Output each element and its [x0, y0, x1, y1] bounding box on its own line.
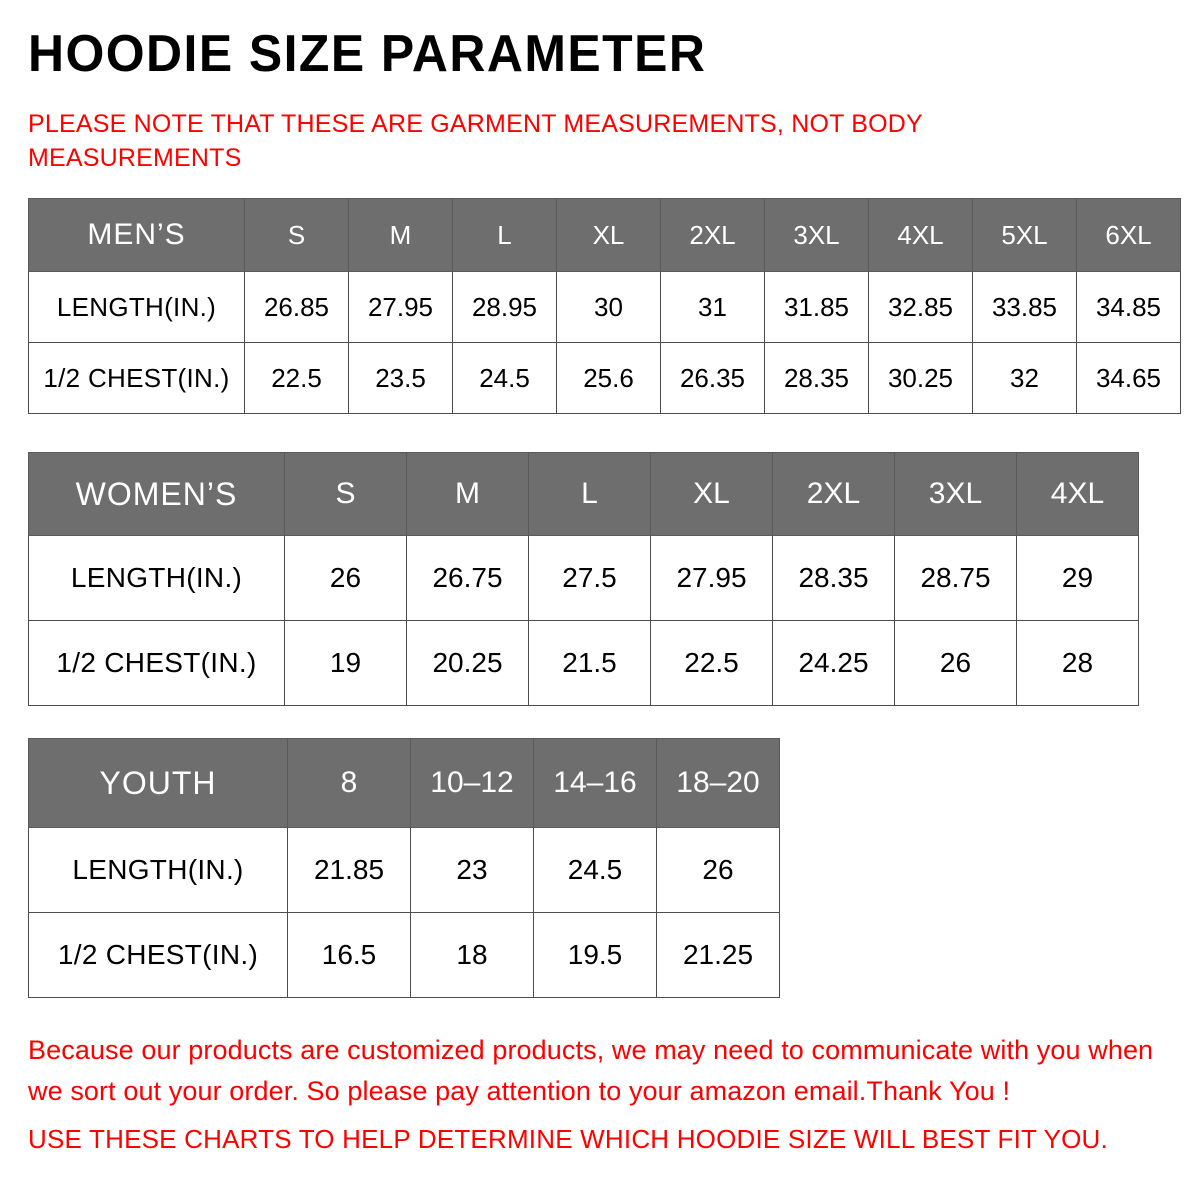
table-row: LENGTH(IN.) 21.85 23 24.5 26	[28, 827, 780, 913]
mens-size-table: MEN’S S M L XL 2XL 3XL 4XL 5XL 6XL LENGTH(IN.) 26.…	[28, 198, 1181, 414]
column-header-s: S	[284, 452, 407, 536]
measurement-cell: 19.5	[533, 912, 657, 998]
row-label: LENGTH(IN.)	[28, 535, 285, 621]
womens-table-body: LENGTH(IN.) 26 26.75 27.5 27.95 28.35 28.75 29 1…	[28, 535, 1139, 706]
column-header-4xl: 4XL	[868, 198, 973, 272]
column-header-6xl: 6XL	[1076, 198, 1181, 272]
measurement-cell: 32	[972, 342, 1077, 414]
measurement-cell: 22.5	[244, 342, 349, 414]
row-label: 1/2 CHEST(IN.)	[28, 912, 288, 998]
chart-usage-note: USE THESE CHARTS TO HELP DETERMINE WHICH…	[28, 1124, 1108, 1154]
table-header-row: WOMEN’S S M L XL 2XL 3XL 4XL	[28, 452, 1139, 536]
column-header-10-12: 10–12	[410, 738, 534, 828]
table-header-row: YOUTH 8 10–12 14–16 18–20	[28, 738, 780, 828]
youth-table-header: YOUTH 8 10–12 14–16 18–20	[28, 738, 780, 828]
garment-measurement-notice: PLEASE NOTE THAT THESE ARE GARMENT MEASU…	[28, 110, 923, 172]
column-header-3xl: 3XL	[894, 452, 1017, 536]
column-header-2xl: 2XL	[660, 198, 765, 272]
customization-note: Because our products are customized prod…	[28, 1035, 1154, 1106]
column-header-m: M	[348, 198, 453, 272]
womens-table-title-cell: WOMEN’S	[28, 452, 285, 536]
youth-size-table: YOUTH 8 10–12 14–16 18–20 LENGTH(IN.) 21.85 23…	[28, 738, 780, 998]
youth-table-title-cell: YOUTH	[28, 738, 288, 828]
measurement-cell: 27.95	[650, 535, 773, 621]
measurement-cell: 24.5	[452, 342, 557, 414]
column-header-14-16: 14–16	[533, 738, 657, 828]
column-header-m: M	[406, 452, 529, 536]
measurement-cell: 31.85	[764, 271, 869, 343]
measurement-cell: 26.35	[660, 342, 765, 414]
column-header-xl: XL	[556, 198, 661, 272]
measurement-cell: 16.5	[287, 912, 411, 998]
mens-table-header: MEN’S S M L XL 2XL 3XL 4XL 5XL 6XL	[28, 198, 1181, 272]
row-label: 1/2 CHEST(IN.)	[28, 620, 285, 706]
measurement-cell: 23	[410, 827, 534, 913]
row-label: 1/2 CHEST(IN.)	[28, 342, 245, 414]
row-label: LENGTH(IN.)	[28, 827, 288, 913]
measurement-cell: 28	[1016, 620, 1139, 706]
column-header-xl: XL	[650, 452, 773, 536]
column-header-4xl: 4XL	[1016, 452, 1139, 536]
column-header-5xl: 5XL	[972, 198, 1077, 272]
measurement-cell: 29	[1016, 535, 1139, 621]
measurement-cell: 28.35	[772, 535, 895, 621]
column-header-2xl: 2XL	[772, 452, 895, 536]
measurement-cell: 18	[410, 912, 534, 998]
measurement-cell: 23.5	[348, 342, 453, 414]
table-row: 1/2 CHEST(IN.) 19 20.25 21.5 22.5 24.25 26 28	[28, 620, 1139, 706]
measurement-cell: 26.75	[406, 535, 529, 621]
column-header-8: 8	[287, 738, 411, 828]
mens-table-title-cell: MEN’S	[28, 198, 245, 272]
table-row: 1/2 CHEST(IN.) 16.5 18 19.5 21.25	[28, 912, 780, 998]
measurement-cell: 21.25	[656, 912, 780, 998]
measurement-cell: 24.25	[772, 620, 895, 706]
measurement-cell: 34.65	[1076, 342, 1181, 414]
measurement-cell: 21.5	[528, 620, 651, 706]
table-header-row: MEN’S S M L XL 2XL 3XL 4XL 5XL 6XL	[28, 198, 1181, 272]
table-row: 1/2 CHEST(IN.) 22.5 23.5 24.5 25.6 26.35 28.35…	[28, 342, 1181, 414]
measurement-cell: 21.85	[287, 827, 411, 913]
measurement-cell: 28.75	[894, 535, 1017, 621]
measurement-cell: 31	[660, 271, 765, 343]
measurement-cell: 30	[556, 271, 661, 343]
measurement-cell: 26.85	[244, 271, 349, 343]
table-row: LENGTH(IN.) 26 26.75 27.5 27.95 28.35 28.75 29	[28, 535, 1139, 621]
table-row: LENGTH(IN.) 26.85 27.95 28.95 30 31 31.85 32.85…	[28, 271, 1181, 343]
measurement-cell: 34.85	[1076, 271, 1181, 343]
page-title: HOODIE SIZE PARAMETER	[28, 25, 707, 83]
womens-size-table: WOMEN’S S M L XL 2XL 3XL 4XL LENGTH(IN.) 26 26.75…	[28, 452, 1139, 706]
column-header-l: L	[452, 198, 557, 272]
measurement-cell: 26	[894, 620, 1017, 706]
measurement-cell: 19	[284, 620, 407, 706]
measurement-cell: 22.5	[650, 620, 773, 706]
womens-table-header: WOMEN’S S M L XL 2XL 3XL 4XL	[28, 452, 1139, 536]
measurement-cell: 28.95	[452, 271, 557, 343]
youth-table-body: LENGTH(IN.) 21.85 23 24.5 26 1/2 CHEST(IN.) 16…	[28, 827, 780, 998]
column-header-l: L	[528, 452, 651, 536]
measurement-cell: 26	[656, 827, 780, 913]
measurement-cell: 20.25	[406, 620, 529, 706]
measurement-cell: 27.95	[348, 271, 453, 343]
measurement-cell: 26	[284, 535, 407, 621]
column-header-3xl: 3XL	[764, 198, 869, 272]
measurement-cell: 24.5	[533, 827, 657, 913]
measurement-cell: 30.25	[868, 342, 973, 414]
measurement-cell: 32.85	[868, 271, 973, 343]
mens-table-body: LENGTH(IN.) 26.85 27.95 28.95 30 31 31.85 32.85…	[28, 271, 1181, 414]
measurement-cell: 28.35	[764, 342, 869, 414]
row-label: LENGTH(IN.)	[28, 271, 245, 343]
measurement-cell: 33.85	[972, 271, 1077, 343]
measurement-cell: 25.6	[556, 342, 661, 414]
measurement-cell: 27.5	[528, 535, 651, 621]
column-header-s: S	[244, 198, 349, 272]
column-header-18-20: 18–20	[656, 738, 780, 828]
